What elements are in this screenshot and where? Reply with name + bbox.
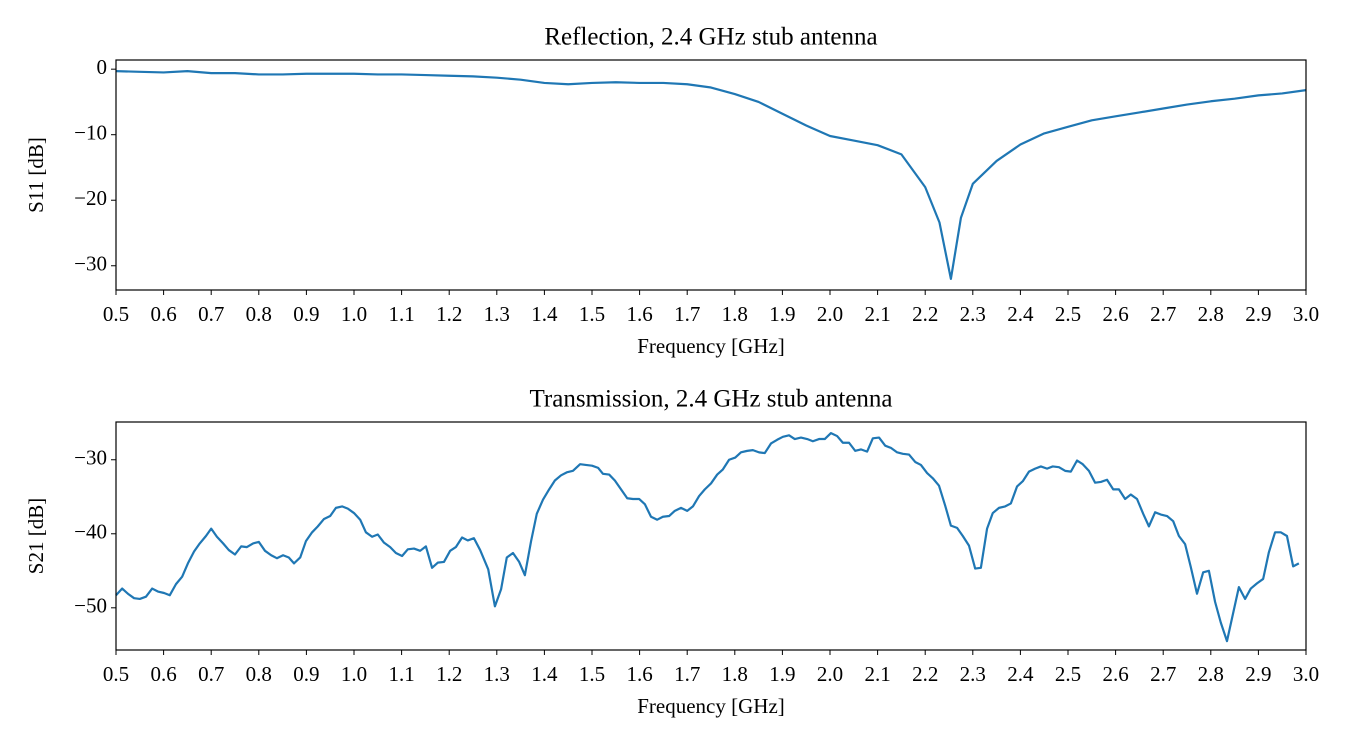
- x-tick-label: 0.6: [150, 662, 176, 686]
- x-tick-label: 2.9: [1245, 302, 1271, 326]
- chart-title: Reflection, 2.4 GHz stub antenna: [544, 24, 877, 51]
- x-tick-label: 0.5: [103, 302, 129, 326]
- x-tick-label: 1.2: [436, 662, 462, 686]
- x-tick-label: 2.8: [1198, 662, 1224, 686]
- x-tick-label: 2.2: [912, 302, 938, 326]
- x-tick-label: 2.5: [1055, 662, 1081, 686]
- x-tick-label: 1.4: [531, 662, 558, 686]
- x-tick-label: 2.1: [864, 662, 890, 686]
- y-tick-label: −50: [74, 594, 107, 618]
- data-line: [115, 70, 1307, 280]
- x-tick-label: 0.7: [198, 662, 224, 686]
- x-tick-label: 1.8: [722, 662, 748, 686]
- x-tick-label: 1.4: [531, 302, 558, 326]
- x-tick-label: 2.5: [1055, 302, 1081, 326]
- x-tick-label: 1.2: [436, 302, 462, 326]
- x-tick-label: 1.7: [674, 662, 700, 686]
- x-tick-label: 1.3: [484, 302, 510, 326]
- x-tick-label: 2.0: [817, 662, 843, 686]
- y-axis-label: S21 [dB]: [24, 498, 48, 574]
- x-tick-label: 0.5: [103, 662, 129, 686]
- x-tick-label: 1.7: [674, 302, 700, 326]
- x-tick-label: 2.6: [1102, 302, 1128, 326]
- plot-frame: [115, 421, 1307, 651]
- x-tick-label: 1.9: [769, 662, 795, 686]
- x-tick-label: 0.9: [293, 662, 319, 686]
- x-tick-label: 2.7: [1150, 302, 1176, 326]
- plot-frame: [115, 59, 1307, 291]
- x-tick-label: 0.8: [246, 302, 272, 326]
- x-axis-label: Frequency [GHz]: [637, 334, 785, 358]
- x-tick-label: 1.0: [341, 662, 367, 686]
- y-tick-label: −20: [74, 186, 107, 210]
- x-tick-label: 1.5: [579, 302, 605, 326]
- x-tick-label: 2.0: [817, 302, 843, 326]
- x-tick-label: 1.5: [579, 662, 605, 686]
- x-tick-label: 2.8: [1198, 302, 1224, 326]
- x-tick-label: 1.1: [388, 302, 414, 326]
- y-tick-label: −30: [74, 252, 107, 276]
- x-tick-label: 2.6: [1102, 662, 1128, 686]
- y-tick-label: −30: [74, 446, 107, 470]
- x-tick-label: 2.2: [912, 662, 938, 686]
- y-axis-label: S11 [dB]: [24, 137, 48, 213]
- y-tick-label: −10: [74, 121, 107, 145]
- data-line: [115, 432, 1300, 643]
- x-tick-label: 1.9: [769, 302, 795, 326]
- x-tick-label: 0.8: [246, 662, 272, 686]
- x-tick-label: 2.1: [864, 302, 890, 326]
- x-tick-label: 1.6: [626, 662, 652, 686]
- x-tick-label: 2.7: [1150, 662, 1176, 686]
- x-tick-label: 2.4: [1007, 302, 1034, 326]
- x-tick-label: 1.0: [341, 302, 367, 326]
- x-tick-label: 1.8: [722, 302, 748, 326]
- chart-title: Transmission, 2.4 GHz stub antenna: [530, 386, 893, 413]
- x-tick-label: 2.3: [960, 662, 986, 686]
- x-tick-label: 3.0: [1293, 302, 1319, 326]
- x-tick-label: 2.3: [960, 302, 986, 326]
- x-tick-label: 0.6: [150, 302, 176, 326]
- x-tick-label: 3.0: [1293, 662, 1319, 686]
- y-tick-label: −40: [74, 520, 107, 544]
- x-tick-label: 2.9: [1245, 662, 1271, 686]
- x-axis-label: Frequency [GHz]: [637, 694, 785, 718]
- x-tick-label: 1.6: [626, 302, 652, 326]
- x-tick-label: 0.7: [198, 302, 224, 326]
- x-tick-label: 2.4: [1007, 662, 1034, 686]
- x-tick-label: 0.9: [293, 302, 319, 326]
- x-tick-label: 1.1: [388, 662, 414, 686]
- x-tick-label: 1.3: [484, 662, 510, 686]
- y-tick-label: 0: [97, 55, 108, 79]
